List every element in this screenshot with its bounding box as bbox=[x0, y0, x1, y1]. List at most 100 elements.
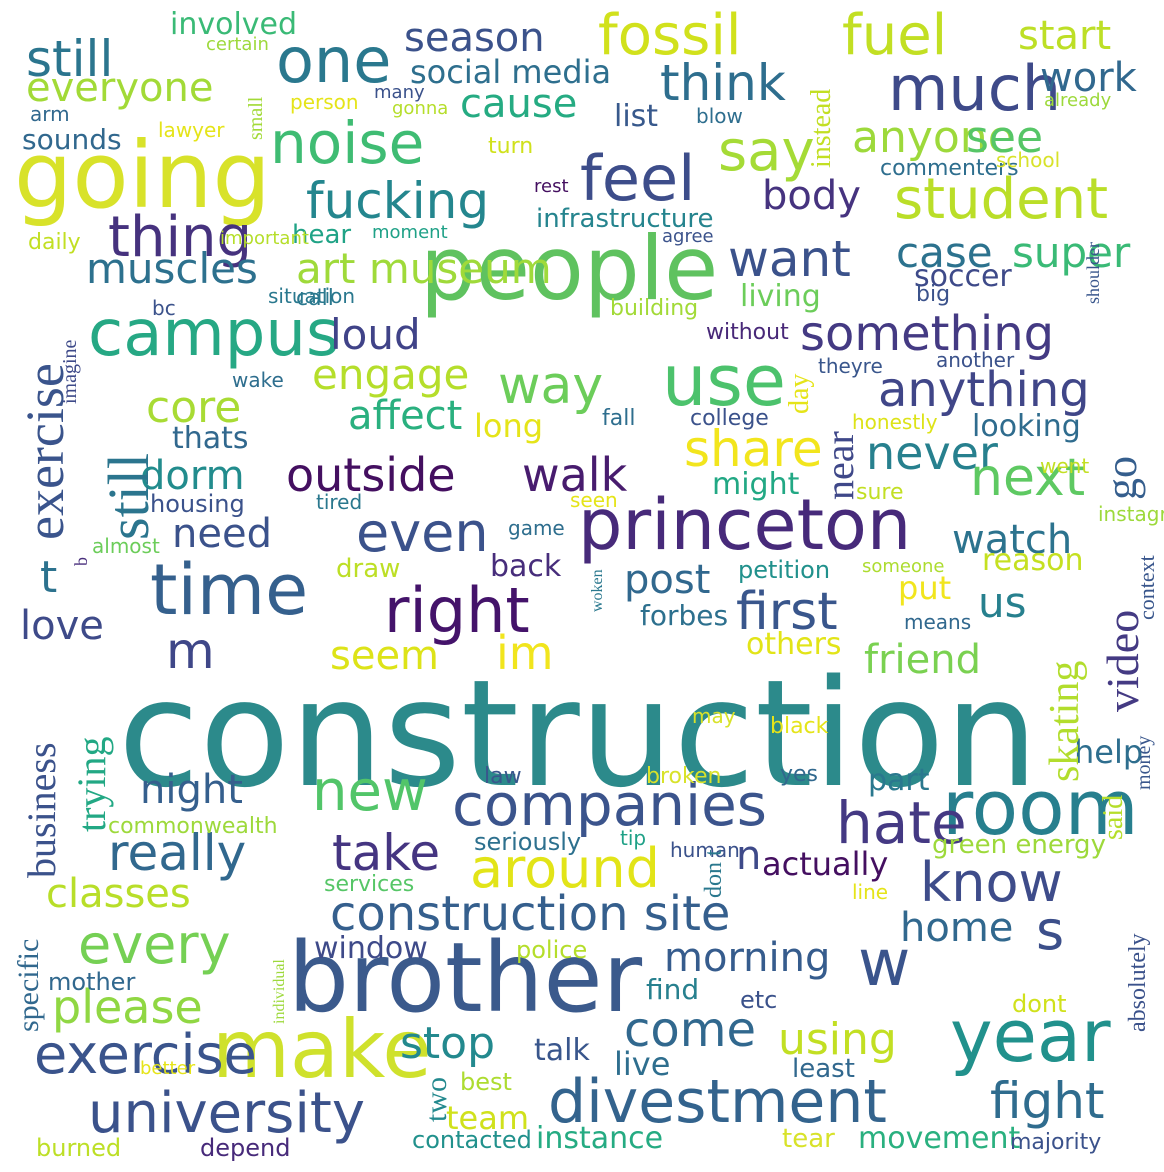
word-year: year bbox=[950, 994, 1111, 1078]
word-princeton: princeton bbox=[578, 484, 912, 566]
word-might: might bbox=[712, 467, 800, 502]
word-put: put bbox=[898, 569, 952, 607]
word-season: season bbox=[404, 15, 545, 61]
word-sounds: sounds bbox=[22, 123, 122, 156]
word-fuel: fuel bbox=[842, 3, 948, 68]
word-one: one bbox=[276, 24, 392, 97]
word-turn: rest bbox=[534, 176, 569, 197]
word-majority: contacted bbox=[412, 1126, 532, 1154]
word-t: t bbox=[40, 552, 58, 603]
word-mother: commonwealth bbox=[108, 814, 278, 839]
word-long: long bbox=[474, 407, 544, 445]
word-looking: looking bbox=[972, 409, 1081, 444]
word-daily: important bbox=[220, 228, 309, 249]
word-line: may bbox=[692, 704, 736, 728]
word-contacted: depend bbox=[200, 1134, 291, 1162]
word-list: list bbox=[614, 99, 659, 134]
word-watch: watch bbox=[952, 517, 1073, 563]
word-w: say bbox=[718, 119, 815, 184]
word-without: building bbox=[610, 296, 699, 321]
word-guy: never bbox=[866, 426, 998, 480]
word-situation: call bbox=[296, 286, 334, 311]
word-start: start bbox=[1018, 13, 1112, 59]
word-friend: friend bbox=[864, 637, 981, 683]
word-infrastructure: infrastructure bbox=[536, 204, 714, 234]
word-stop: stop bbox=[400, 1018, 496, 1069]
word-seem: seem bbox=[330, 633, 440, 679]
word-consistently: majority bbox=[1010, 1130, 1102, 1155]
word-housing: housing bbox=[150, 490, 245, 518]
word-divestment: divestment bbox=[548, 1067, 887, 1137]
word-forbes: forbes bbox=[640, 599, 729, 632]
word-hear: hear bbox=[292, 220, 352, 250]
word-others: others bbox=[746, 627, 842, 662]
word-agree: turn bbox=[488, 134, 534, 159]
word-university: university bbox=[88, 1081, 365, 1146]
word-brother: brother bbox=[288, 922, 643, 1034]
word-never: affect bbox=[348, 393, 463, 439]
word-case: case bbox=[896, 228, 993, 277]
word-using: using bbox=[778, 1014, 897, 1065]
word-hate: think bbox=[660, 54, 786, 112]
word-money: fall bbox=[602, 406, 636, 431]
word-police: seriously bbox=[474, 828, 582, 856]
word-human: line bbox=[852, 880, 889, 904]
word-see: thing bbox=[108, 205, 253, 270]
word-wake: theyre bbox=[818, 354, 883, 378]
word-means: almost bbox=[92, 534, 160, 558]
word-body: body bbox=[762, 173, 861, 219]
word-shoulder: bc bbox=[152, 296, 176, 320]
word-right: right bbox=[384, 574, 530, 647]
word-noise: noise bbox=[270, 109, 425, 177]
word-burned: mother bbox=[48, 968, 136, 996]
word-know: know bbox=[920, 851, 1063, 914]
word-services: law bbox=[484, 764, 522, 789]
word-use: use bbox=[662, 340, 786, 422]
word-person: lawyer bbox=[158, 118, 225, 142]
word-post: post bbox=[624, 557, 711, 603]
word-affect: engage bbox=[312, 350, 470, 399]
word-even: even bbox=[356, 501, 489, 564]
word-talk: talk bbox=[534, 1033, 590, 1068]
word-thing: want bbox=[728, 230, 851, 288]
word-petition: petition bbox=[738, 556, 831, 584]
word-every: every bbox=[78, 913, 231, 976]
word-went: instagram bbox=[1098, 502, 1164, 526]
word-campus: campus bbox=[88, 297, 340, 371]
word-live: live bbox=[614, 1045, 671, 1083]
word-college: honestly bbox=[852, 410, 938, 434]
word-living: living bbox=[740, 279, 821, 314]
word-b: better bbox=[140, 1058, 196, 1079]
word-super: super bbox=[1012, 228, 1131, 277]
word-social-media: social media bbox=[410, 53, 612, 91]
word-draw: draw bbox=[336, 554, 401, 584]
word-love: love bbox=[20, 603, 104, 649]
word-us: us bbox=[978, 578, 1027, 627]
word-people: people bbox=[420, 217, 719, 320]
word-sure: went bbox=[1040, 454, 1090, 478]
word-core: art museum bbox=[296, 244, 552, 293]
word-best: burned bbox=[36, 1134, 122, 1162]
word-around: around bbox=[470, 837, 660, 900]
word-window: window bbox=[314, 931, 428, 966]
word-moment: agree bbox=[662, 226, 714, 247]
word-actually: actually bbox=[762, 845, 889, 883]
word-make: make bbox=[212, 1003, 432, 1096]
word-help: help bbox=[1074, 733, 1144, 771]
word-construction: construction bbox=[118, 648, 1039, 820]
word-feel: feel bbox=[580, 142, 696, 215]
word-time: time bbox=[150, 549, 309, 631]
word-dorm: dorm bbox=[140, 453, 245, 499]
word-someone: means bbox=[904, 610, 972, 634]
word-fucking: fucking bbox=[306, 172, 490, 230]
word-engage: muscles bbox=[86, 244, 258, 293]
word-etc: dont bbox=[1012, 990, 1067, 1018]
word-team: team bbox=[446, 1099, 530, 1137]
word-depend: least bbox=[792, 1054, 855, 1084]
word-walk: walk bbox=[522, 448, 628, 502]
word-fight: fight bbox=[990, 1072, 1105, 1130]
word-come: anyone bbox=[852, 112, 1015, 163]
word-school: already bbox=[1044, 90, 1112, 111]
word-don-t: tear bbox=[782, 1124, 835, 1154]
word-call: daily bbox=[28, 230, 81, 255]
